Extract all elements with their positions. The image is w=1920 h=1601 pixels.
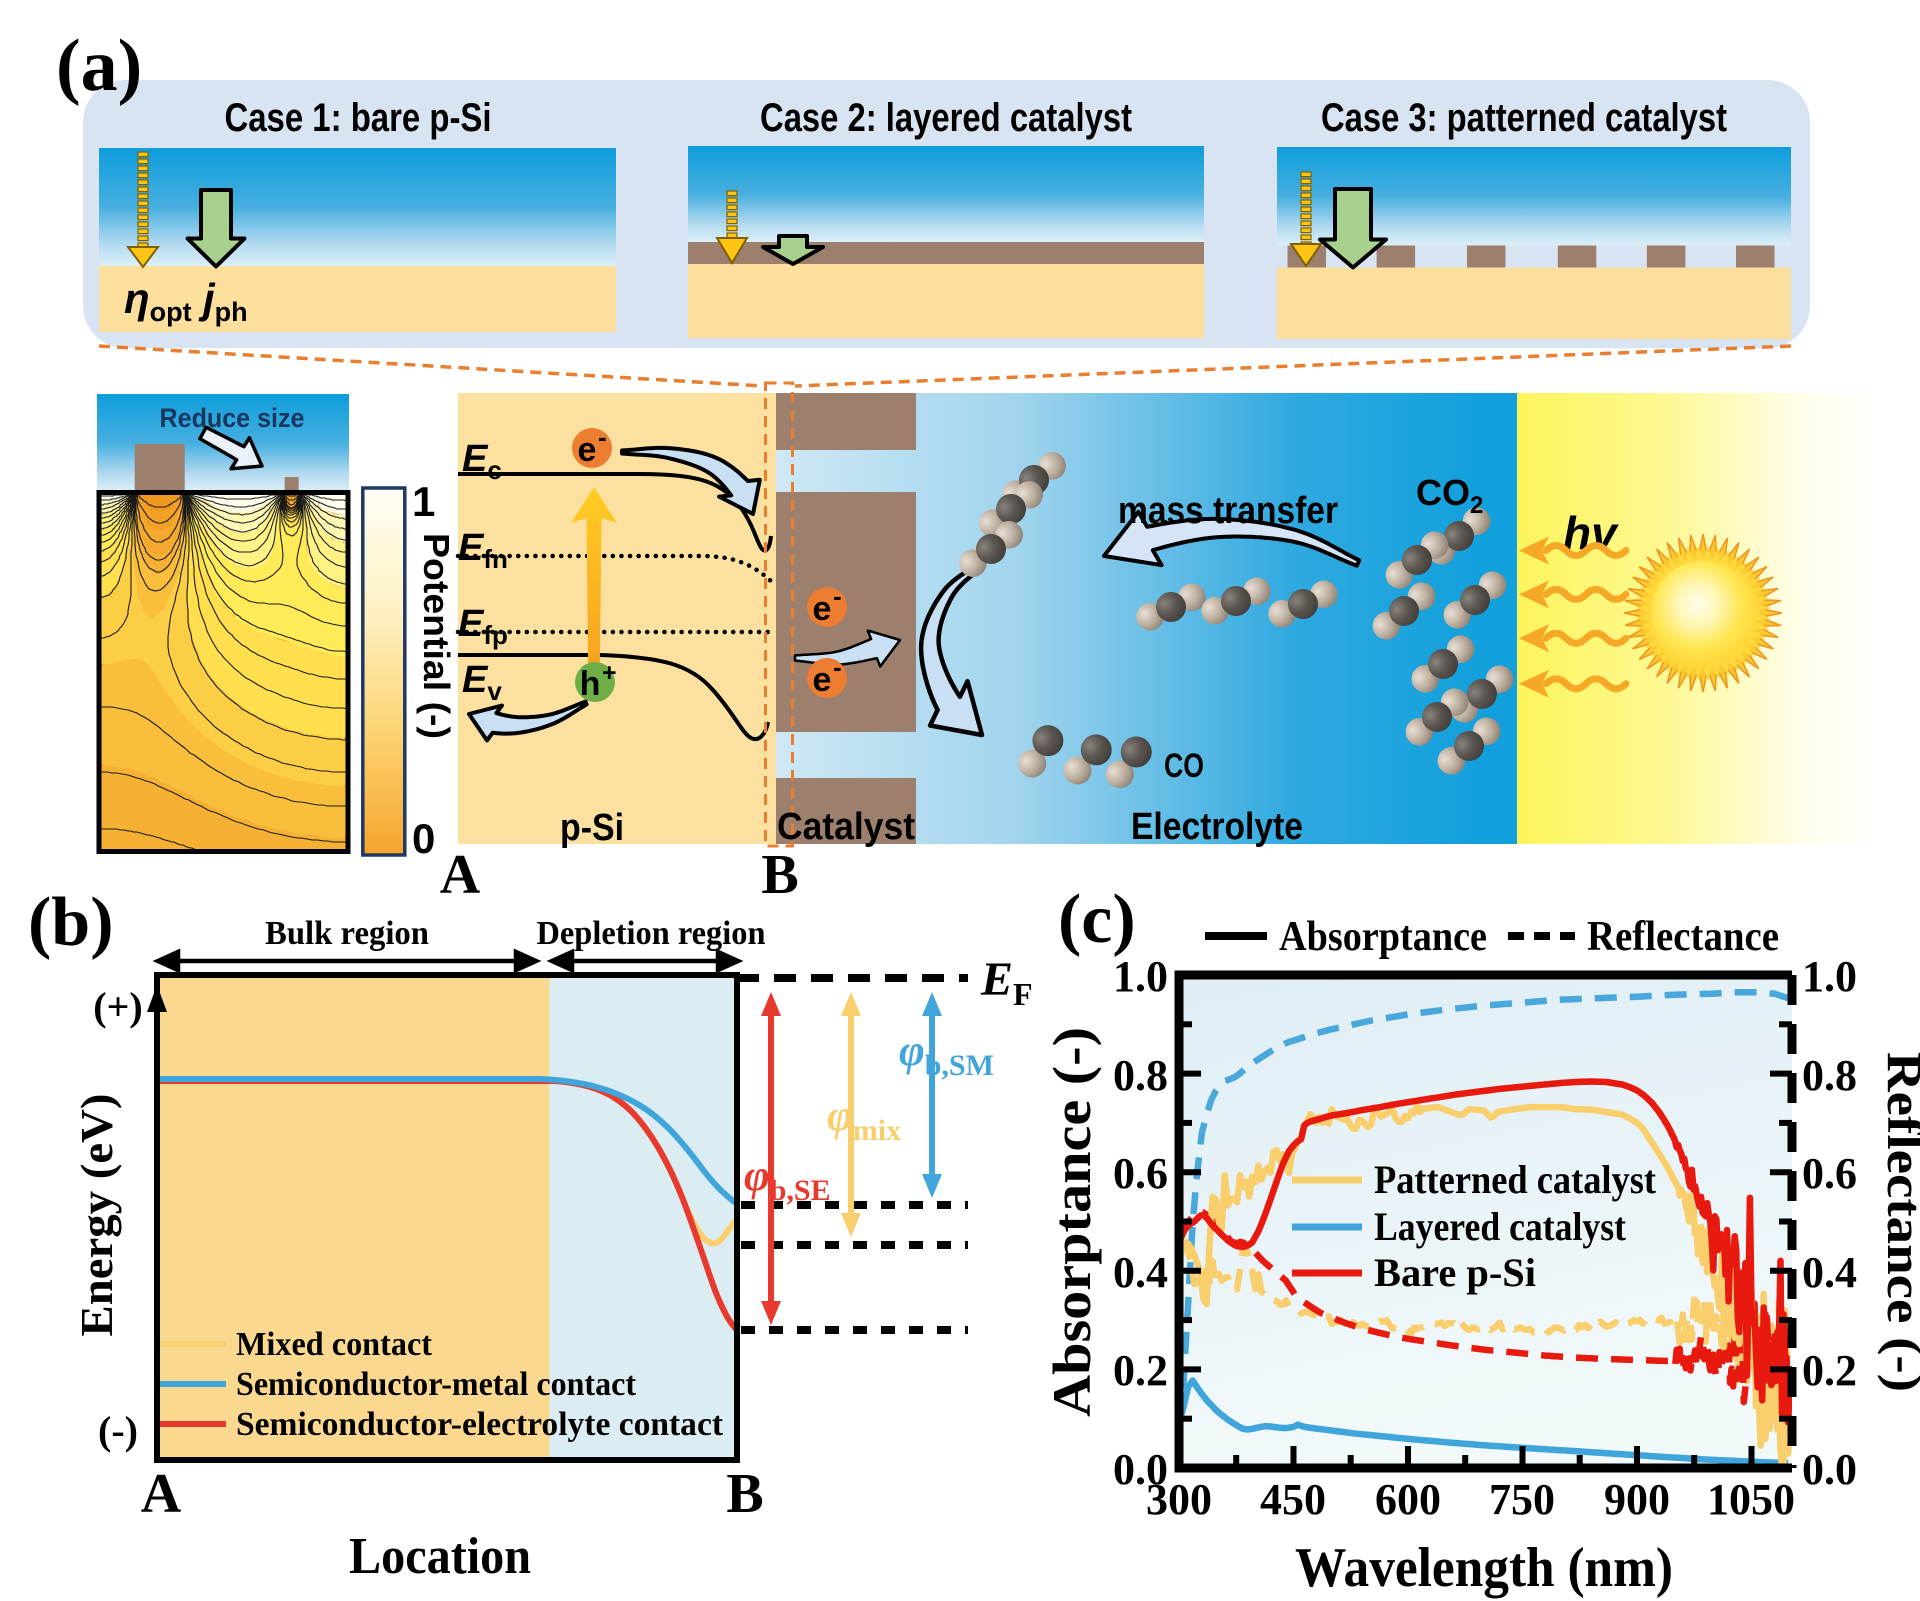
svg-text:Mixed contact: Mixed contact: [236, 1326, 433, 1363]
svg-text:B: B: [761, 844, 798, 906]
svg-text:Case 1: bare p-Si: Case 1: bare p-Si: [225, 96, 492, 140]
svg-text:0.6: 0.6: [1802, 1149, 1857, 1198]
svg-text:Case 3: patterned catalyst: Case 3: patterned catalyst: [1321, 96, 1727, 140]
svg-text:Depletion region: Depletion region: [537, 915, 766, 952]
svg-text:CO: CO: [1164, 747, 1204, 785]
svg-text:(b): (b): [28, 884, 114, 961]
svg-text:0.8: 0.8: [1802, 1051, 1857, 1100]
svg-text:e: e: [813, 590, 832, 628]
svg-text:750: 750: [1489, 1475, 1555, 1524]
svg-text:0.0: 0.0: [1113, 1445, 1168, 1494]
svg-text:0.8: 0.8: [1113, 1051, 1168, 1100]
svg-text:+: +: [602, 659, 617, 687]
svg-text:Absorptance: Absorptance: [1279, 914, 1487, 960]
svg-text:CO2: CO2: [1416, 472, 1483, 519]
svg-text:Patterned catalyst: Patterned catalyst: [1374, 1157, 1657, 1202]
svg-text:p-Si: p-Si: [560, 807, 624, 849]
svg-text:Energy (eV): Energy (eV): [71, 1094, 122, 1337]
svg-text:Layered catalyst: Layered catalyst: [1374, 1204, 1627, 1249]
svg-text:B: B: [726, 1463, 763, 1525]
svg-text:0.4: 0.4: [1113, 1248, 1168, 1297]
svg-text:Reflectance: Reflectance: [1587, 914, 1779, 960]
svg-text:1.0: 1.0: [1802, 952, 1857, 1001]
svg-text:450: 450: [1260, 1475, 1326, 1524]
svg-text:(a): (a): [56, 25, 142, 107]
svg-text:-: -: [833, 652, 842, 682]
svg-text:300: 300: [1146, 1475, 1212, 1524]
svg-text:Electrolyte: Electrolyte: [1131, 806, 1303, 848]
svg-text:Location: Location: [349, 1528, 531, 1585]
svg-text:mass transfer: mass transfer: [1118, 490, 1338, 532]
svg-text:A: A: [440, 844, 481, 906]
svg-text:Potential (-): Potential (-): [416, 533, 457, 739]
svg-text:600: 600: [1375, 1475, 1441, 1524]
svg-text:0.4: 0.4: [1802, 1248, 1857, 1297]
svg-text:EF: EF: [980, 953, 1033, 1012]
svg-text:Reduce size: Reduce size: [160, 403, 305, 433]
svg-text:-: -: [833, 581, 842, 611]
svg-text:900: 900: [1604, 1475, 1670, 1524]
svg-text:1050: 1050: [1707, 1475, 1795, 1524]
svg-text:Absorptance (-): Absorptance (-): [1042, 1027, 1102, 1417]
svg-text:h: h: [580, 665, 601, 703]
svg-text:(+): (+): [93, 984, 142, 1029]
svg-text:Semiconductor-metal contact: Semiconductor-metal contact: [236, 1366, 637, 1403]
svg-text:Bare p-Si: Bare p-Si: [1374, 1250, 1536, 1295]
svg-text:1: 1: [412, 478, 435, 525]
svg-text:0: 0: [412, 815, 435, 862]
svg-text:(c): (c): [1058, 881, 1136, 958]
svg-text:(-): (-): [98, 1408, 138, 1453]
svg-text:Case 2: layered catalyst: Case 2: layered catalyst: [760, 96, 1132, 140]
svg-text:A: A: [141, 1463, 182, 1525]
svg-text:1.0: 1.0: [1113, 952, 1168, 1001]
svg-text:e: e: [813, 661, 832, 699]
svg-text:Reflectance (-): Reflectance (-): [1877, 1052, 1920, 1392]
svg-text:0.6: 0.6: [1113, 1149, 1168, 1198]
svg-text:Wavelength (nm): Wavelength (nm): [1295, 1537, 1673, 1599]
svg-text:Catalyst: Catalyst: [777, 806, 915, 848]
svg-text:-: -: [598, 422, 607, 452]
svg-text:Semiconductor-electrolyte cont: Semiconductor-electrolyte contact: [236, 1406, 724, 1443]
svg-text:e: e: [578, 431, 597, 469]
svg-text:0.2: 0.2: [1113, 1346, 1168, 1395]
svg-text:0.0: 0.0: [1802, 1445, 1857, 1494]
svg-text:0.2: 0.2: [1802, 1346, 1857, 1395]
svg-text:Bulk region: Bulk region: [265, 915, 429, 952]
